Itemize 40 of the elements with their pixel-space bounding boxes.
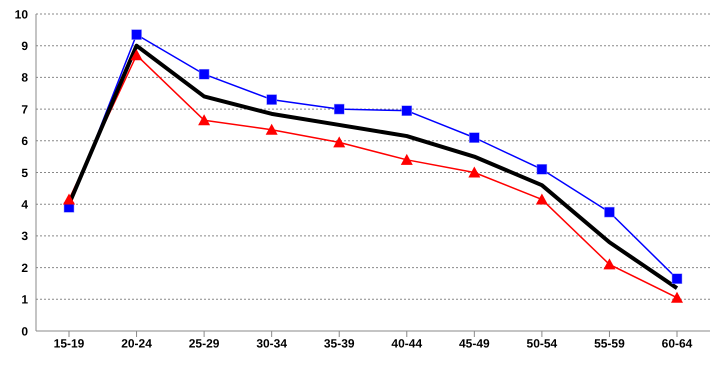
point (333, 136, 346, 148)
point (131, 29, 142, 40)
point (672, 273, 682, 284)
point (266, 94, 277, 105)
y-tick-label: 1 (21, 292, 28, 307)
y-tick-label: 5 (21, 166, 28, 180)
x-tick-label: 20-24 (121, 336, 152, 351)
point (334, 104, 344, 114)
point (536, 164, 548, 175)
y-tick-label: 8 (21, 70, 28, 85)
x-tick-label: 25-29 (188, 336, 220, 351)
x-tick-label: 50-54 (526, 336, 558, 351)
point (402, 105, 412, 116)
x-tick-label: 60-64 (662, 336, 693, 351)
point (603, 258, 616, 270)
y-tick-label: 6 (21, 134, 28, 148)
point (468, 166, 480, 178)
x-tick-label: 15-19 (54, 336, 85, 351)
point (198, 114, 210, 126)
x-tick-label: 35-39 (324, 336, 355, 351)
point (671, 292, 683, 303)
x-tick-label: 30-34 (256, 336, 288, 351)
x-tick-label: 40-44 (391, 336, 422, 351)
point (63, 193, 75, 204)
y-tick-label: 3 (21, 229, 28, 244)
point (604, 206, 615, 218)
point (198, 68, 210, 80)
y-tick-label: 9 (21, 38, 28, 53)
y-tick-label: 0 (21, 324, 28, 338)
point (130, 49, 143, 60)
point (469, 132, 480, 143)
y-tick-label: 4 (21, 197, 28, 212)
point (536, 193, 548, 204)
x-tick-label: 55-59 (594, 336, 626, 351)
point (266, 124, 278, 135)
point (400, 154, 413, 165)
y-tick-label: 2 (21, 260, 28, 275)
y-tick-label: 10 (14, 7, 28, 22)
y-tick-label: 7 (21, 102, 28, 116)
x-tick-label: 45-49 (458, 336, 490, 351)
